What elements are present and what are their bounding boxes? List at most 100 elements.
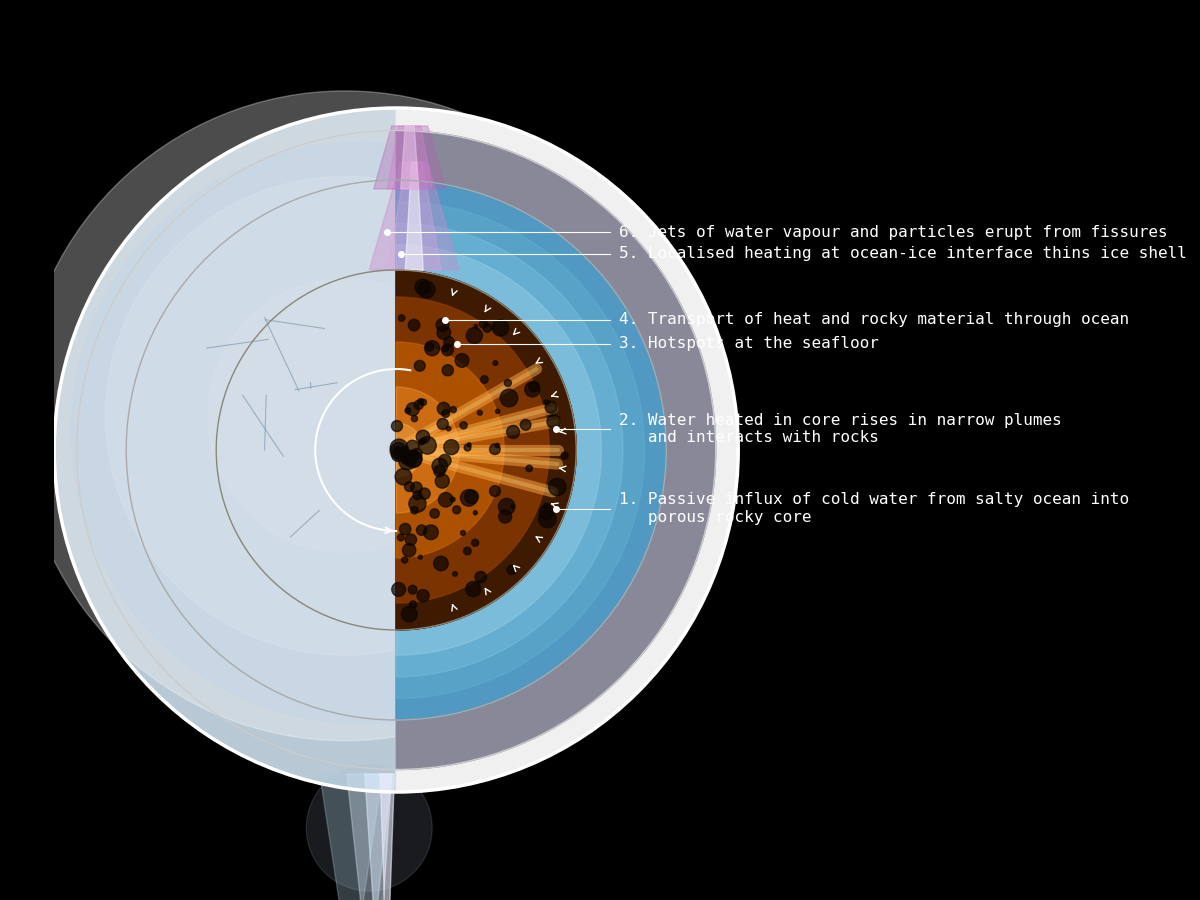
Circle shape bbox=[410, 482, 422, 493]
Circle shape bbox=[404, 482, 414, 491]
Polygon shape bbox=[396, 180, 666, 720]
Circle shape bbox=[208, 279, 481, 553]
Circle shape bbox=[511, 505, 515, 508]
Circle shape bbox=[539, 510, 556, 527]
Circle shape bbox=[442, 364, 454, 376]
Polygon shape bbox=[396, 270, 576, 630]
Circle shape bbox=[401, 456, 409, 464]
Circle shape bbox=[450, 497, 455, 502]
Circle shape bbox=[475, 572, 486, 583]
Circle shape bbox=[499, 510, 511, 523]
Circle shape bbox=[402, 607, 418, 622]
Circle shape bbox=[450, 407, 456, 413]
Circle shape bbox=[395, 448, 407, 460]
Circle shape bbox=[406, 450, 418, 462]
Polygon shape bbox=[396, 180, 666, 720]
Circle shape bbox=[20, 91, 670, 741]
Circle shape bbox=[478, 410, 482, 415]
Circle shape bbox=[406, 451, 422, 466]
Circle shape bbox=[521, 419, 530, 430]
Circle shape bbox=[484, 324, 492, 332]
Circle shape bbox=[403, 453, 416, 466]
Circle shape bbox=[464, 490, 479, 504]
Circle shape bbox=[544, 503, 550, 508]
Circle shape bbox=[416, 430, 430, 444]
Circle shape bbox=[306, 765, 432, 891]
Circle shape bbox=[391, 449, 404, 462]
Circle shape bbox=[461, 530, 466, 536]
Circle shape bbox=[409, 601, 416, 608]
Circle shape bbox=[467, 328, 482, 344]
Circle shape bbox=[504, 380, 511, 386]
Circle shape bbox=[496, 444, 499, 447]
Text: 6. Jets of water vapour and particles erupt from fissures: 6. Jets of water vapour and particles er… bbox=[619, 225, 1168, 239]
Polygon shape bbox=[396, 202, 644, 698]
Circle shape bbox=[390, 443, 407, 460]
Circle shape bbox=[562, 452, 569, 459]
Circle shape bbox=[506, 426, 520, 438]
Polygon shape bbox=[396, 223, 623, 677]
Polygon shape bbox=[396, 297, 550, 603]
Circle shape bbox=[425, 343, 433, 351]
Circle shape bbox=[474, 324, 478, 328]
Circle shape bbox=[420, 400, 426, 406]
Polygon shape bbox=[370, 162, 460, 270]
Circle shape bbox=[407, 402, 419, 416]
Polygon shape bbox=[406, 162, 424, 270]
Polygon shape bbox=[401, 126, 419, 189]
Polygon shape bbox=[396, 342, 504, 558]
Circle shape bbox=[410, 507, 418, 514]
Circle shape bbox=[432, 458, 448, 473]
Circle shape bbox=[54, 108, 738, 792]
Circle shape bbox=[496, 410, 500, 413]
Circle shape bbox=[412, 416, 418, 422]
Polygon shape bbox=[396, 387, 460, 513]
Text: 2. Water heated in core rises in narrow plumes
   and interacts with rocks: 2. Water heated in core rises in narrow … bbox=[619, 413, 1062, 446]
Circle shape bbox=[395, 447, 401, 452]
Circle shape bbox=[406, 534, 416, 545]
Polygon shape bbox=[373, 126, 445, 189]
Circle shape bbox=[402, 557, 408, 563]
Circle shape bbox=[401, 446, 409, 454]
Circle shape bbox=[71, 142, 653, 724]
Circle shape bbox=[455, 354, 469, 367]
Circle shape bbox=[437, 418, 449, 429]
Circle shape bbox=[414, 360, 425, 371]
Circle shape bbox=[402, 544, 415, 557]
Circle shape bbox=[443, 346, 449, 352]
Polygon shape bbox=[365, 774, 391, 900]
Circle shape bbox=[394, 446, 400, 453]
Circle shape bbox=[492, 320, 509, 336]
Circle shape bbox=[416, 525, 427, 535]
Circle shape bbox=[430, 508, 439, 518]
Circle shape bbox=[461, 490, 478, 506]
Circle shape bbox=[413, 491, 422, 500]
Circle shape bbox=[464, 445, 470, 451]
Polygon shape bbox=[396, 130, 715, 770]
Circle shape bbox=[416, 590, 430, 602]
Circle shape bbox=[436, 474, 449, 488]
Circle shape bbox=[439, 454, 451, 467]
Circle shape bbox=[480, 375, 488, 383]
Circle shape bbox=[436, 319, 449, 331]
Circle shape bbox=[463, 547, 472, 554]
Circle shape bbox=[406, 440, 419, 453]
Circle shape bbox=[479, 320, 487, 328]
Polygon shape bbox=[396, 245, 601, 655]
Circle shape bbox=[397, 534, 404, 541]
Circle shape bbox=[408, 320, 420, 331]
Circle shape bbox=[398, 454, 415, 470]
Circle shape bbox=[498, 499, 515, 515]
Circle shape bbox=[397, 455, 401, 459]
Circle shape bbox=[409, 495, 426, 512]
Circle shape bbox=[419, 555, 422, 559]
Circle shape bbox=[419, 436, 437, 454]
Polygon shape bbox=[396, 423, 424, 477]
Circle shape bbox=[412, 448, 422, 459]
Circle shape bbox=[433, 556, 449, 571]
Circle shape bbox=[390, 439, 408, 456]
Circle shape bbox=[421, 438, 426, 443]
Circle shape bbox=[425, 341, 439, 356]
Text: 3. Hotspots at the seafloor: 3. Hotspots at the seafloor bbox=[619, 337, 880, 351]
Circle shape bbox=[526, 465, 533, 472]
